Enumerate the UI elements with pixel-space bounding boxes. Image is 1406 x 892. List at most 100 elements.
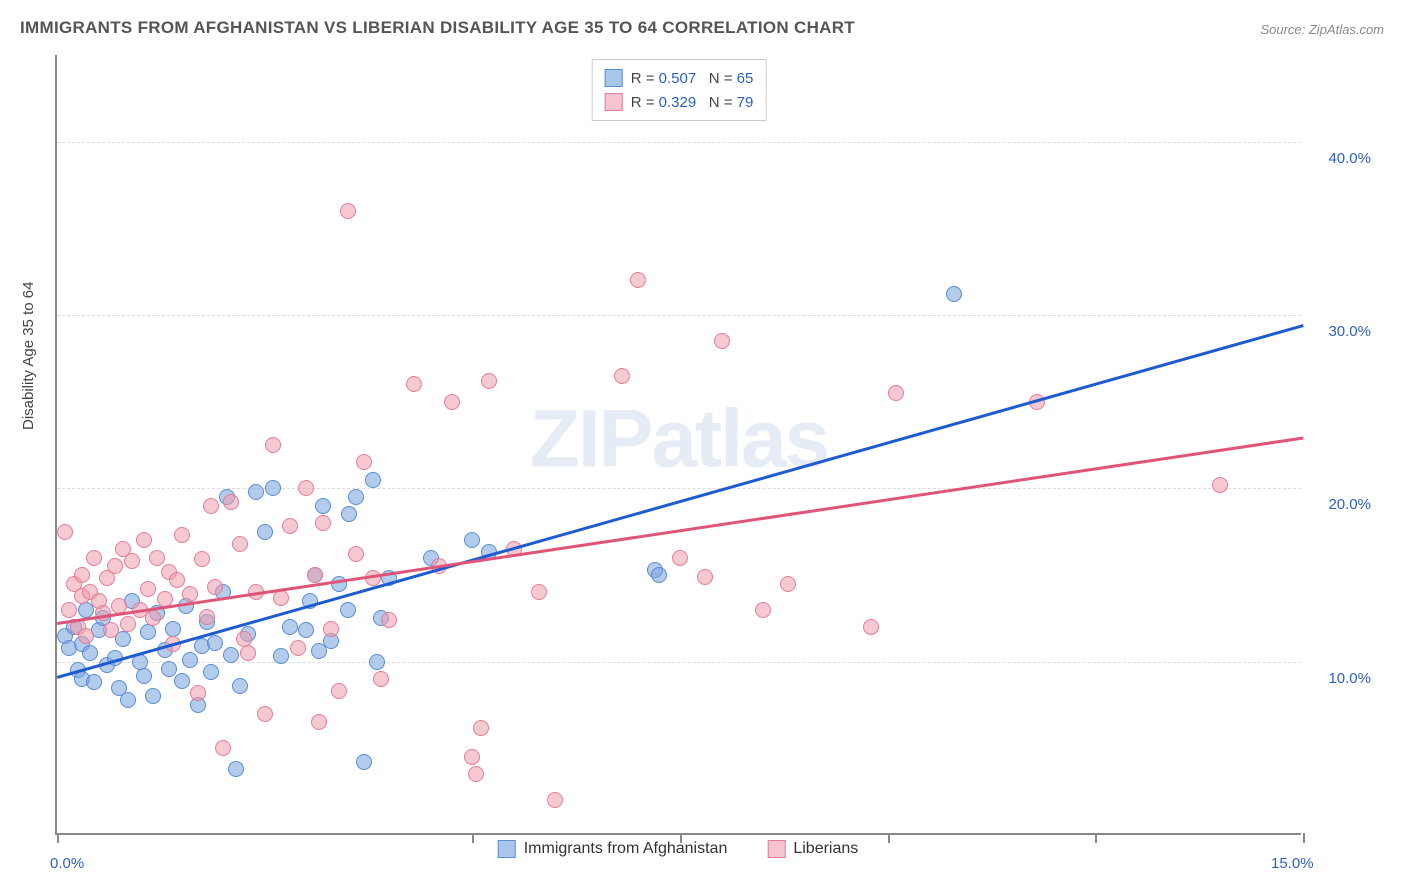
scatter-point [248, 484, 264, 500]
scatter-point [165, 621, 181, 637]
scatter-point [194, 551, 210, 567]
scatter-point [95, 605, 111, 621]
scatter-point [630, 272, 646, 288]
scatter-point [232, 536, 248, 552]
scatter-point [140, 624, 156, 640]
scatter-point [86, 550, 102, 566]
scatter-point [74, 567, 90, 583]
scatter-point [348, 546, 364, 562]
legend-swatch [767, 840, 785, 858]
legend-swatch [498, 840, 516, 858]
scatter-point [406, 376, 422, 392]
scatter-point [307, 567, 323, 583]
scatter-point [1212, 477, 1228, 493]
scatter-point [651, 567, 667, 583]
scatter-plot-area: ZIPatlas R = 0.507 N = 65R = 0.329 N = 7… [55, 55, 1301, 835]
scatter-point [124, 553, 140, 569]
scatter-point [331, 683, 347, 699]
x-tick [888, 833, 890, 843]
scatter-point [298, 622, 314, 638]
y-tick-label: 30.0% [1328, 323, 1371, 340]
x-tick [472, 833, 474, 843]
scatter-point [946, 286, 962, 302]
scatter-point [714, 333, 730, 349]
trend-line [57, 324, 1304, 678]
y-tick-label: 10.0% [1328, 670, 1371, 687]
scatter-point [473, 720, 489, 736]
scatter-point [120, 616, 136, 632]
x-tick-label: 15.0% [1271, 855, 1314, 872]
scatter-point [161, 661, 177, 677]
scatter-point [240, 645, 256, 661]
scatter-point [315, 498, 331, 514]
scatter-point [468, 766, 484, 782]
gridline [57, 315, 1301, 316]
scatter-point [169, 572, 185, 588]
scatter-point [61, 602, 77, 618]
scatter-point [174, 673, 190, 689]
legend-series-name: Immigrants from Afghanistan [524, 840, 728, 858]
scatter-point [340, 602, 356, 618]
scatter-point [531, 584, 547, 600]
scatter-point [107, 558, 123, 574]
scatter-point [311, 714, 327, 730]
scatter-point [672, 550, 688, 566]
stats-legend: R = 0.507 N = 65R = 0.329 N = 79 [592, 59, 767, 121]
scatter-point [103, 622, 119, 638]
scatter-point [199, 609, 215, 625]
scatter-point [207, 579, 223, 595]
scatter-point [444, 394, 460, 410]
scatter-point [182, 652, 198, 668]
scatter-point [340, 203, 356, 219]
scatter-point [755, 602, 771, 618]
scatter-point [282, 619, 298, 635]
scatter-point [356, 454, 372, 470]
scatter-point [365, 472, 381, 488]
scatter-point [257, 706, 273, 722]
scatter-point [203, 498, 219, 514]
scatter-point [464, 749, 480, 765]
scatter-point [323, 621, 339, 637]
gridline [57, 488, 1301, 489]
legend-series-name: Liberians [793, 840, 858, 858]
scatter-point [215, 740, 231, 756]
scatter-point [207, 635, 223, 651]
scatter-point [273, 648, 289, 664]
scatter-point [298, 480, 314, 496]
scatter-point [348, 489, 364, 505]
x-tick [1303, 833, 1305, 843]
scatter-point [145, 610, 161, 626]
scatter-point [228, 761, 244, 777]
legend-stat: R = 0.329 N = 79 [631, 94, 754, 111]
y-tick-label: 40.0% [1328, 150, 1371, 167]
scatter-point [232, 678, 248, 694]
scatter-point [697, 569, 713, 585]
scatter-point [136, 532, 152, 548]
y-tick-label: 20.0% [1328, 496, 1371, 513]
y-axis-label: Disability Age 35 to 64 [20, 282, 37, 430]
scatter-point [203, 664, 219, 680]
scatter-point [614, 368, 630, 384]
scatter-point [82, 645, 98, 661]
series-legend: Immigrants from Afghanistan Liberians [498, 840, 859, 858]
scatter-point [373, 671, 389, 687]
scatter-point [223, 647, 239, 663]
scatter-point [57, 524, 73, 540]
scatter-point [381, 612, 397, 628]
scatter-point [136, 668, 152, 684]
chart-title: IMMIGRANTS FROM AFGHANISTAN VS LIBERIAN … [20, 18, 855, 38]
scatter-point [780, 576, 796, 592]
scatter-point [257, 524, 273, 540]
scatter-point [145, 688, 161, 704]
scatter-point [481, 373, 497, 389]
gridline [57, 142, 1301, 143]
scatter-point [341, 506, 357, 522]
scatter-point [86, 674, 102, 690]
scatter-point [464, 532, 480, 548]
scatter-point [149, 550, 165, 566]
scatter-point [265, 437, 281, 453]
scatter-point [120, 692, 136, 708]
scatter-point [290, 640, 306, 656]
x-tick-label: 0.0% [50, 855, 84, 872]
gridline [57, 662, 1301, 663]
